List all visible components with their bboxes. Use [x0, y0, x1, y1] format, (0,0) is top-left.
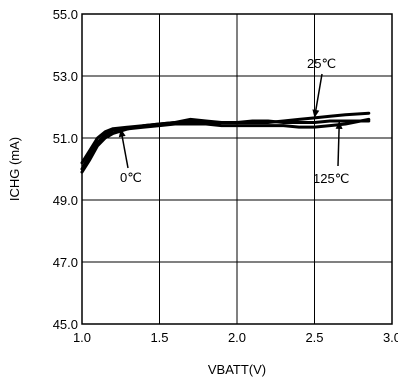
annotation-label: 125℃	[313, 171, 349, 186]
series-layer	[80, 111, 371, 174]
x-tick-label: 1.0	[73, 330, 91, 345]
y-tick-label: 53.0	[53, 69, 78, 84]
x-tick-label: 2.5	[305, 330, 323, 345]
annotation: 125℃	[313, 120, 349, 186]
annotation-arrow-head	[118, 128, 126, 138]
y-tick-label: 49.0	[53, 193, 78, 208]
x-axis-title: VBATT(V)	[208, 362, 266, 377]
x-tick-label: 2.0	[228, 330, 246, 345]
y-tick-label: 51.0	[53, 131, 78, 146]
y-tick-label: 45.0	[53, 317, 78, 332]
x-tick-label: 1.5	[150, 330, 168, 345]
y-tick-label: 47.0	[53, 255, 78, 270]
y-tick-label: 55.0	[53, 7, 78, 22]
annotation: 0℃	[118, 128, 142, 185]
x-tick-label: 3.0	[383, 330, 398, 345]
annotation-label: 0℃	[120, 170, 142, 185]
series-line-125C	[80, 117, 371, 174]
annotation-label: 25℃	[307, 56, 336, 71]
tick-labels: 1.0 1.5 2.0 2.5 3.0 45.0 47.0 49.0 51.0 53.0 55.0	[53, 7, 398, 345]
annotation-arrow-head	[312, 109, 320, 118]
annotation: 25℃	[307, 56, 336, 118]
y-axis-title: ICHG (mA)	[7, 137, 22, 201]
annotation-arrow-head	[335, 121, 343, 129]
series-line-0C	[80, 117, 371, 171]
grid	[82, 14, 392, 324]
annotations: 25℃ 0℃ 125℃	[118, 56, 349, 186]
